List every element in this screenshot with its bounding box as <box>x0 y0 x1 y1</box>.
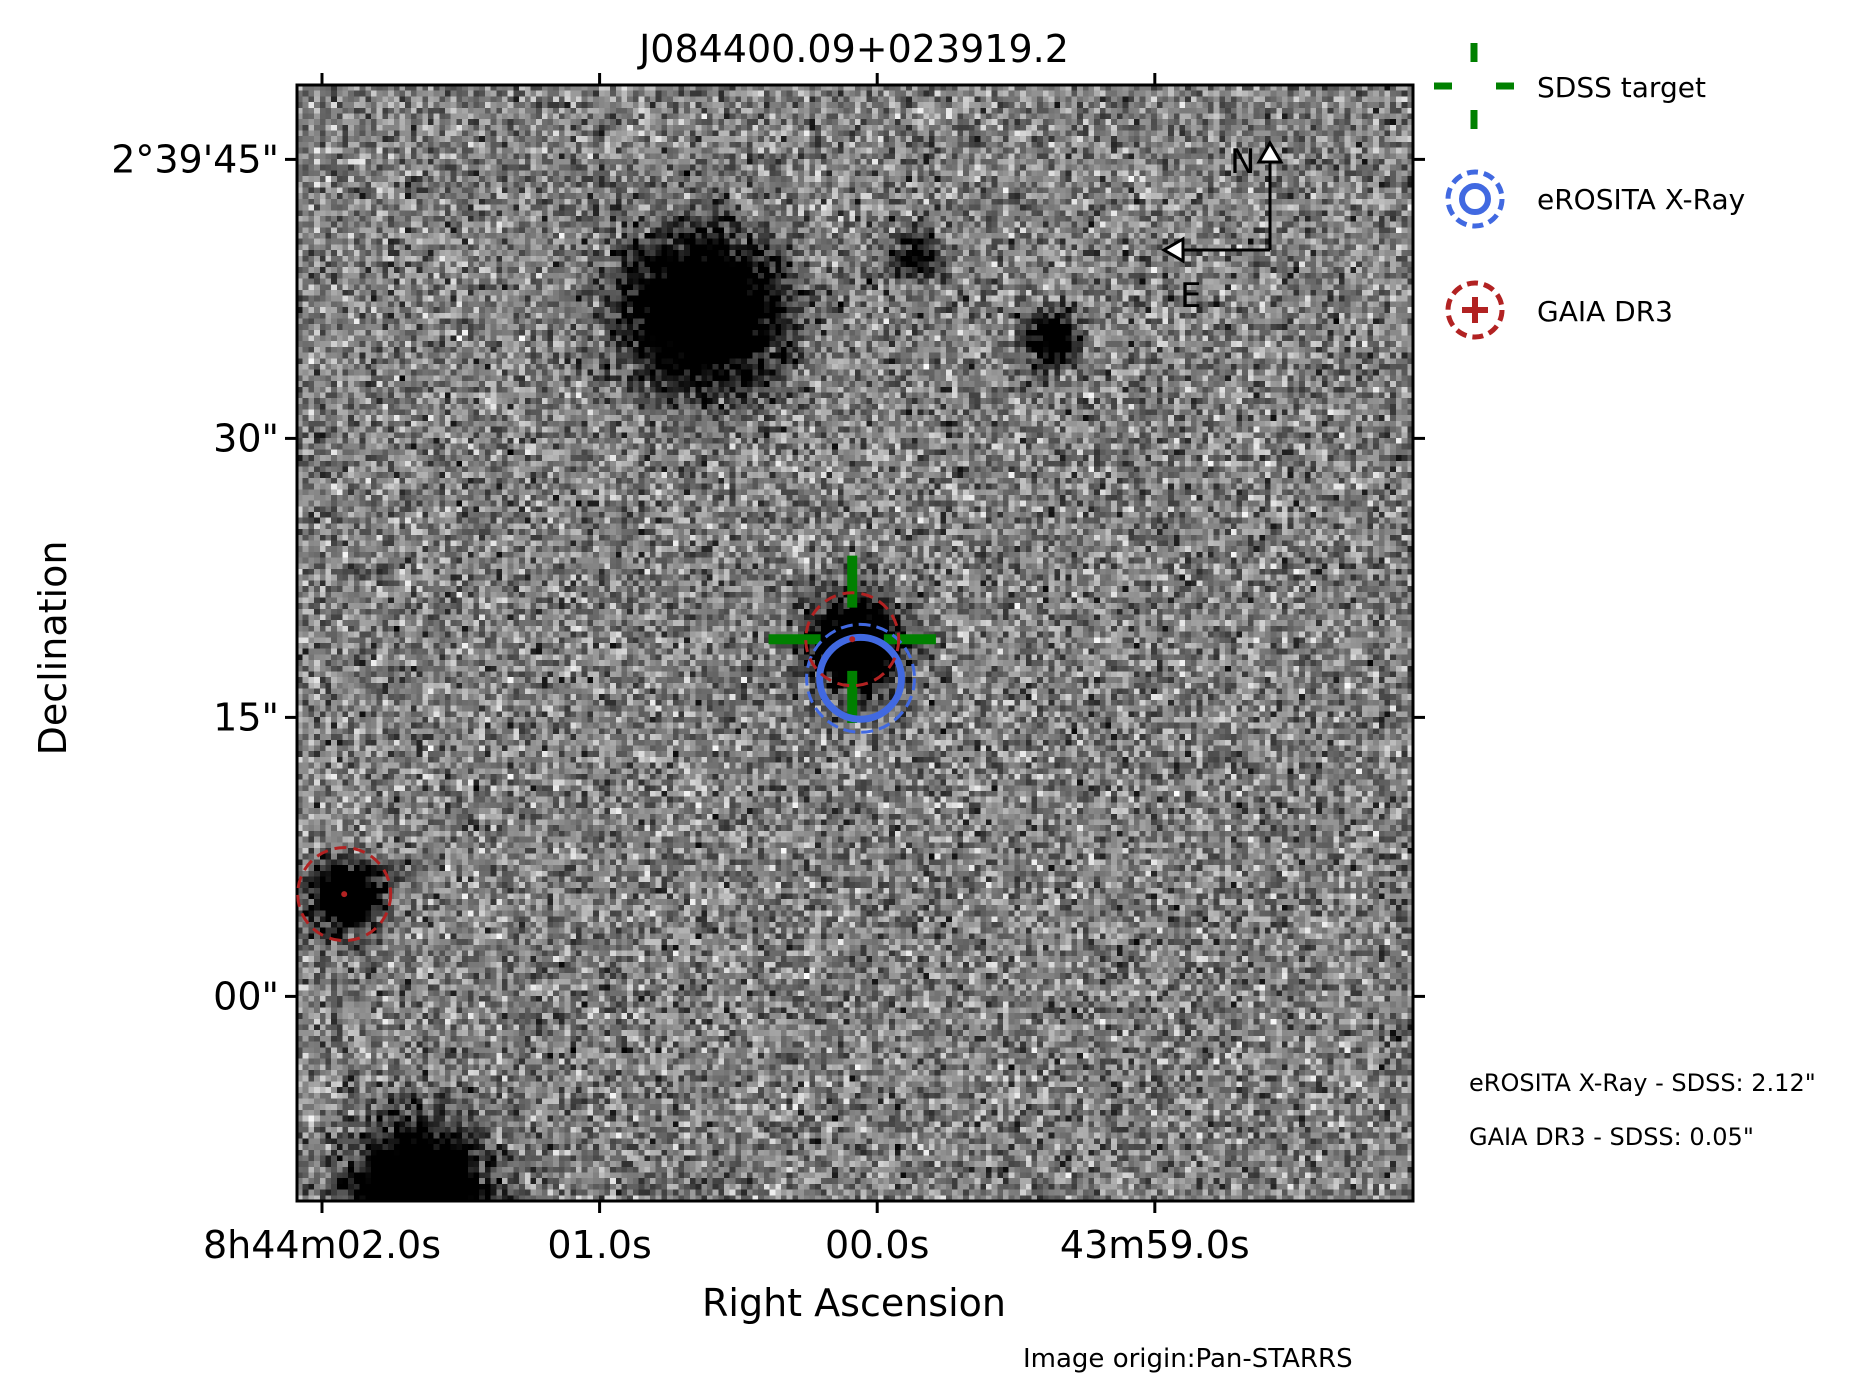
gaia-dr3-center <box>849 636 856 643</box>
x-tick-label-2: 00.0s <box>825 1223 929 1267</box>
sdss-target-marker-0 <box>768 555 936 723</box>
y-tick-label-2: 15" <box>213 695 279 739</box>
erosita-xray-inner-circle <box>816 633 905 723</box>
y-axis-label: Declination <box>31 541 75 756</box>
compass-north-label: N <box>1230 142 1255 182</box>
legend-label-sdss-target: SDSS target <box>1537 71 1706 104</box>
separation-erosita-sdss: eROSITA X-Ray - SDSS: 2.12" <box>1469 1069 1816 1097</box>
plot-frame <box>295 83 1415 1203</box>
erosita-xray-outer-circle <box>805 622 916 734</box>
gaia-dr3-marker-2 <box>804 591 901 688</box>
legend-sdss-target-icon <box>1434 43 1514 129</box>
legend-label-erosita-xray: eROSITA X-Ray <box>1537 183 1745 216</box>
legend-gaia-dr3-icon <box>1445 280 1505 340</box>
y-tick-label-1: 30" <box>213 416 279 460</box>
pan-starrs-cutout <box>297 85 1413 1201</box>
gaia-dr3-center <box>341 891 348 898</box>
x-tick-label-1: 01.0s <box>547 1223 651 1267</box>
x-axis-label: Right Ascension <box>702 1281 1006 1325</box>
north-arrow-icon <box>1256 140 1284 164</box>
y-tick-label-3: 00" <box>213 974 279 1018</box>
separation-gaia-sdss: GAIA DR3 - SDSS: 0.05" <box>1469 1123 1754 1151</box>
x-tick-label-3: 43m59.0s <box>1060 1223 1250 1267</box>
compass <box>1161 140 1284 264</box>
x-tick-label-0: 8h44m02.0s <box>203 1223 441 1267</box>
image-credit: Image origin:Pan-STARRS <box>1023 1344 1353 1374</box>
east-arrow-icon <box>1161 236 1185 264</box>
erosita-xray-marker-1 <box>805 622 916 734</box>
legend-label-gaia-dr3: GAIA DR3 <box>1537 295 1673 328</box>
gaia-dr3-circle <box>296 846 393 943</box>
catalog-markers <box>296 555 936 943</box>
chart-title: J084400.09+023919.2 <box>637 27 1069 71</box>
sky-image <box>297 85 1413 1201</box>
gaia-dr3-circle <box>804 591 901 688</box>
legend: SDSS target eROSITA X-Ray GAIA DR3 <box>1434 43 1745 340</box>
y-tick-label-0: 2°39'45" <box>111 137 279 181</box>
axis-ticks: 8h44m02.0s 01.0s 00.0s 43m59.0s 2°39'45" 30" 1… <box>111 73 1425 1267</box>
gaia-dr3-marker-3 <box>296 846 393 943</box>
legend-erosita-xray-icon <box>1445 169 1505 229</box>
compass-east-label: E <box>1180 276 1201 316</box>
